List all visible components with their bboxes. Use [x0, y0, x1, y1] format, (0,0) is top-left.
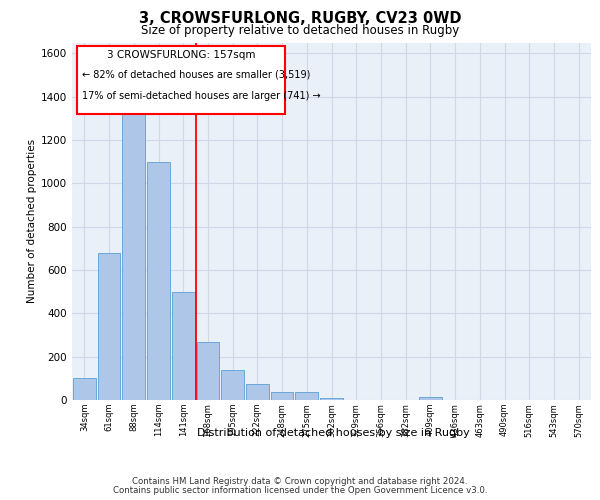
Text: 3 CROWSFURLONG: 157sqm: 3 CROWSFURLONG: 157sqm	[107, 50, 255, 59]
Bar	[295, 392, 318, 400]
Bar	[320, 398, 343, 400]
Bar	[98, 252, 121, 400]
Bar	[271, 392, 293, 400]
Bar	[221, 370, 244, 400]
Text: Contains HM Land Registry data © Crown copyright and database right 2024.: Contains HM Land Registry data © Crown c…	[132, 477, 468, 486]
FancyBboxPatch shape	[77, 46, 285, 114]
Text: ← 82% of detached houses are smaller (3,519): ← 82% of detached houses are smaller (3,…	[82, 70, 311, 80]
Bar	[197, 342, 219, 400]
Text: Contains public sector information licensed under the Open Government Licence v3: Contains public sector information licen…	[113, 486, 487, 495]
Bar	[246, 384, 269, 400]
Text: Distribution of detached houses by size in Rugby: Distribution of detached houses by size …	[197, 428, 469, 438]
Y-axis label: Number of detached properties: Number of detached properties	[27, 139, 37, 304]
Bar	[73, 378, 96, 400]
Bar	[147, 162, 170, 400]
Bar	[172, 292, 194, 400]
Bar	[419, 397, 442, 400]
Text: 17% of semi-detached houses are larger (741) →: 17% of semi-detached houses are larger (…	[82, 91, 321, 101]
Text: Size of property relative to detached houses in Rugby: Size of property relative to detached ho…	[141, 24, 459, 37]
Bar	[122, 110, 145, 400]
Text: 3, CROWSFURLONG, RUGBY, CV23 0WD: 3, CROWSFURLONG, RUGBY, CV23 0WD	[139, 11, 461, 26]
